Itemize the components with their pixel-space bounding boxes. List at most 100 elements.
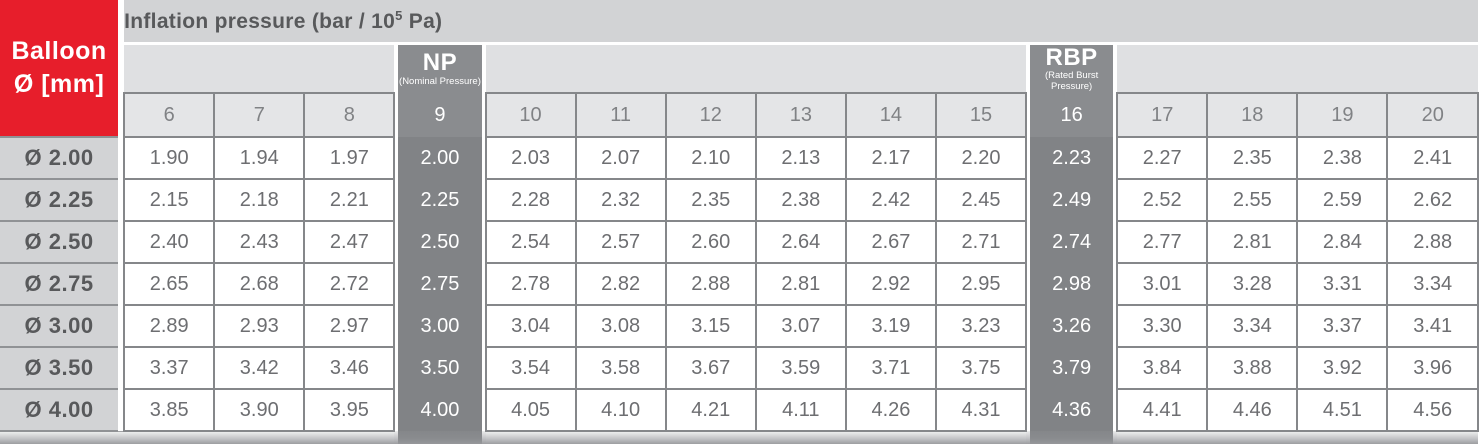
column-header: 12: [664, 92, 757, 139]
value-cell: 3.34: [1386, 262, 1479, 307]
value-cell: 3.84: [1116, 346, 1209, 391]
rbp-value-cell: 2.49: [1030, 179, 1114, 222]
column-header: 14: [844, 92, 937, 139]
column-header: 7: [213, 92, 306, 139]
column-header: 11: [574, 92, 667, 139]
np-value-cell: 4.00: [398, 389, 482, 432]
gutter: [118, 305, 125, 348]
value-cell: 2.57: [574, 220, 667, 265]
value-cell: 2.17: [844, 136, 937, 181]
gutter: [394, 179, 399, 222]
column-header: 18: [1206, 92, 1299, 139]
value-cell: 2.27: [1116, 136, 1209, 181]
value-cell: 4.26: [844, 388, 937, 433]
value-cell: 2.47: [303, 220, 396, 265]
row-label: Ø 3.50: [0, 346, 119, 391]
value-cell: 3.58: [574, 346, 667, 391]
value-cell: 1.94: [213, 136, 306, 181]
gutter: [118, 179, 125, 222]
value-cell: 2.84: [1296, 220, 1389, 265]
table-row: Ø 2.50 2.40 2.43 2.47 2.50 2.54 2.57 2.60 2.64 2.…: [0, 220, 1479, 265]
value-cell: 2.67: [844, 220, 937, 265]
np-abbr: NP: [422, 49, 458, 77]
gutter: [1026, 347, 1031, 390]
value-cell: 3.30: [1116, 304, 1209, 349]
value-cell: 3.23: [934, 304, 1028, 349]
value-cell: 3.88: [1206, 346, 1299, 391]
band-segment: [1117, 43, 1478, 95]
rbp-value-cell: 2.98: [1030, 263, 1114, 306]
rbp-header: RBP (Rated Burst Pressure): [1030, 43, 1114, 94]
value-cell: 3.01: [1116, 262, 1209, 307]
value-cell: 2.64: [754, 220, 847, 265]
value-cell: 3.37: [1296, 304, 1389, 349]
np-column-strip: [398, 431, 482, 444]
gutter: [118, 0, 125, 138]
value-cell: 3.96: [1386, 346, 1479, 391]
value-cell: 3.08: [574, 304, 667, 349]
value-cell: 2.88: [1386, 220, 1479, 265]
value-cell: 2.42: [844, 178, 937, 223]
column-header: 15: [934, 92, 1028, 139]
table-row: Ø 3.00 2.89 2.93 2.97 3.00 3.04 3.08 3.15 3.07 3.…: [0, 304, 1479, 349]
gutter: [481, 347, 486, 390]
column-header: 17: [1116, 92, 1209, 139]
value-cell: 2.60: [664, 220, 757, 265]
rbp-abbr: RBP: [1045, 44, 1098, 71]
value-cell: 2.72: [303, 262, 396, 307]
gutter: [481, 305, 486, 348]
balloon-diameter-corner-cell: Balloon Ø [mm]: [0, 0, 119, 138]
value-cell: 2.38: [1296, 136, 1389, 181]
value-cell: 3.95: [303, 388, 396, 433]
band-segment: [485, 43, 1027, 95]
gutter: [481, 93, 486, 138]
rbp-value-cell: 2.74: [1030, 221, 1114, 264]
corner-line-1: Balloon: [11, 37, 107, 66]
gutter: [118, 389, 125, 432]
value-cell: 2.81: [1206, 220, 1299, 265]
value-cell: 1.97: [303, 136, 396, 181]
value-cell: 2.68: [213, 262, 306, 307]
value-cell: 2.35: [664, 178, 757, 223]
value-cell: 2.41: [1386, 136, 1479, 181]
value-cell: 2.20: [934, 136, 1028, 181]
value-cell: 2.40: [123, 220, 216, 265]
np-value-cell: 2.75: [398, 263, 482, 306]
gutter: [1113, 93, 1118, 138]
value-cell: 3.41: [1386, 304, 1479, 349]
gutter: [481, 263, 486, 306]
value-cell: 2.55: [1206, 178, 1299, 223]
gutter: [1026, 221, 1031, 264]
value-cell: 3.71: [844, 346, 937, 391]
gutter: [1113, 179, 1118, 222]
value-cell: 2.28: [484, 178, 577, 223]
value-cell: 2.07: [574, 136, 667, 181]
np-value-cell: 2.00: [398, 137, 482, 180]
value-cell: 2.52: [1116, 178, 1209, 223]
row-label: Ø 2.25: [0, 178, 119, 223]
gutter: [481, 137, 486, 180]
np-header: NP (Nominal Pressure): [398, 43, 482, 94]
value-cell: 3.15: [664, 304, 757, 349]
value-cell: 2.65: [123, 262, 216, 307]
value-cell: 2.77: [1116, 220, 1209, 265]
column-header: 13: [754, 92, 847, 139]
value-cell: 3.59: [754, 346, 847, 391]
gutter: [481, 389, 486, 432]
value-cell: 2.97: [303, 304, 396, 349]
gutter: [1113, 347, 1118, 390]
value-cell: 2.43: [213, 220, 306, 265]
value-cell: 4.51: [1296, 388, 1389, 433]
table-row: Ø 2.00 1.90 1.94 1.97 2.00 2.03 2.07 2.10 2.13 2.…: [0, 136, 1479, 181]
column-header: 6: [123, 92, 216, 139]
rbp-value-cell: 2.23: [1030, 137, 1114, 180]
value-cell: 2.10: [664, 136, 757, 181]
value-cell: 4.46: [1206, 388, 1299, 433]
value-cell: 3.46: [303, 346, 396, 391]
value-cell: 3.54: [484, 346, 577, 391]
value-cell: 2.45: [934, 178, 1028, 223]
row-label: Ø 2.75: [0, 262, 119, 307]
value-cell: 2.93: [213, 304, 306, 349]
value-cell: 2.15: [123, 178, 216, 223]
